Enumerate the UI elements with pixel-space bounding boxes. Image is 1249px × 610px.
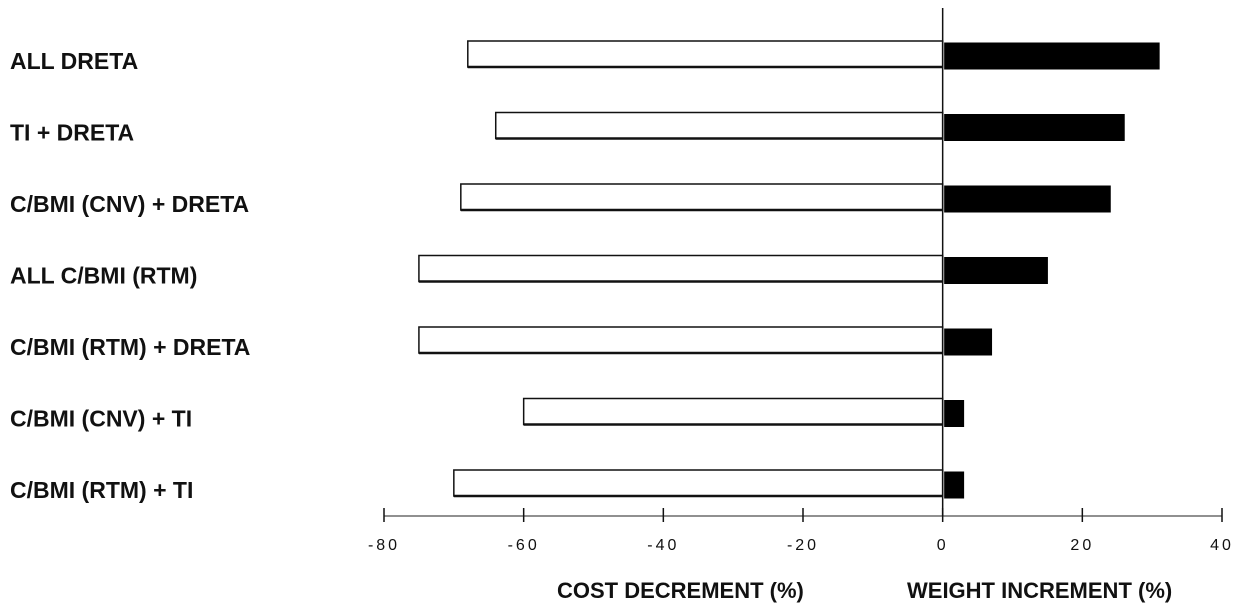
category-label: ALL DRETA (10, 48, 138, 74)
x-axis-title-weight: WEIGHT INCREMENT (%) (907, 578, 1172, 603)
x-tick-labels: -80 -60 -40 -20 0 20 40 (368, 537, 1234, 554)
category-label: ALL C/BMI (RTM) (10, 263, 197, 289)
x-axis (383, 8, 1223, 522)
cost-decrement-bar (418, 254, 944, 283)
x-tick-label: -80 (368, 537, 400, 554)
x-axis-title-cost: COST DECREMENT (%) (557, 578, 804, 603)
x-tick-label: 0 (937, 537, 949, 554)
weight-increment-bar (944, 42, 1160, 70)
x-tick-label: -20 (787, 537, 819, 554)
weight-increment-bar (944, 400, 965, 427)
category-label: TI + DRETA (10, 120, 134, 146)
x-tick-label: -60 (508, 537, 540, 554)
cost-decrement-bar (453, 469, 944, 497)
x-tick-label: 20 (1070, 537, 1094, 554)
category-label: C/BMI (CNV) + DRETA (10, 191, 249, 217)
cost-decrement-bar (467, 40, 944, 68)
cost-decrement-bar (494, 111, 944, 140)
weight-increment-bar (944, 471, 965, 499)
weight-increment-bar (944, 257, 1048, 284)
category-label: C/BMI (RTM) + TI (10, 477, 193, 503)
bars (418, 40, 1160, 499)
cost-decrement-bar (460, 183, 944, 211)
x-tick-label: 40 (1210, 537, 1234, 554)
category-label: C/BMI (RTM) + DRETA (10, 334, 250, 360)
category-labels: ALL DRETA TI + DRETA C/BMI (CNV) + DRETA AL… (10, 48, 250, 503)
x-tick-label: -40 (647, 537, 679, 554)
weight-increment-bar (944, 185, 1111, 213)
category-label: C/BMI (CNV) + TI (10, 406, 192, 432)
weight-increment-bar (944, 328, 993, 356)
cost-decrement-bar (418, 326, 944, 354)
cost-decrement-bar (522, 397, 944, 426)
weight-increment-bar (944, 114, 1125, 141)
